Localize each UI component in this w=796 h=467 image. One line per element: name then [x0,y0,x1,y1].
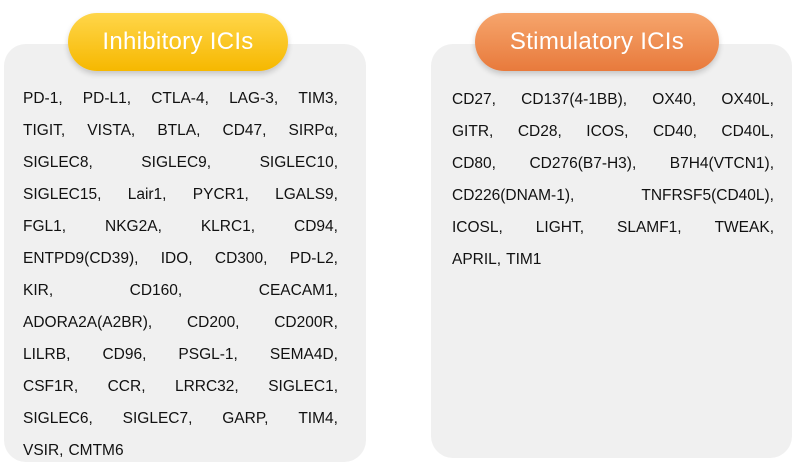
checkpoint-item: GARP, [222,410,269,427]
checkpoint-item: CMTM6 [68,442,124,459]
checkpoint-item: CD94, [294,218,338,235]
checkpoint-item: CD137(4-1BB), [521,91,628,108]
checkpoint-item: CD40L, [721,123,774,140]
checkpoint-item: VSIR, [23,442,64,459]
checkpoint-item: CD96, [102,346,147,363]
checkpoint-item: BTLA, [157,122,201,139]
inhibitory-list: PD-1, PD-L1, CTLA-4, LAG-3, TIM3, TIGIT, VISTA… [23,83,338,467]
checkpoint-item: B7H4(VTCN1), [669,155,774,172]
stimulatory-list: CD27, CD137(4-1BB), OX40, OX40L, GITR, CD28, I… [452,84,774,276]
checkpoint-item: KIR, [23,282,54,299]
list-row: VSIR, CMTM6 [23,435,338,467]
list-row: LILRB, CD96, PSGL-1, SEMA4D, [23,339,338,371]
checkpoint-item: PD-1, [23,90,63,107]
checkpoint-item: CD226(DNAM-1), [452,187,575,204]
list-row: SIGLEC8, SIGLEC9, SIGLEC10, [23,147,338,179]
list-row: APRIL, TIM1 [452,244,774,276]
checkpoint-item: KLRC1, [200,218,256,235]
list-row: FGL1, NKG2A, KLRC1, CD94, [23,211,338,243]
checkpoint-item: TIM1 [506,251,542,268]
checkpoint-item: PD-L2, [289,250,338,267]
list-row: ICOSL, LIGHT, SLAMF1, TWEAK, [452,212,774,244]
list-row: CD80, CD276(B7-H3), B7H4(VTCN1), [452,148,774,180]
stimulatory-panel [431,44,792,458]
inhibitory-title-pill: Inhibitory ICIs [68,13,288,71]
checkpoint-item: CD276(B7-H3), [529,155,637,172]
checkpoint-item: CD200, [186,314,240,331]
checkpoint-item: SIRPα, [288,122,338,139]
checkpoint-item: TWEAK, [714,219,774,236]
list-row: ENTPD9(CD39), IDO, CD300, PD-L2, [23,243,338,275]
checkpoint-item: CD200R, [274,314,338,331]
list-row: ADORA2A(A2BR), CD200, CD200R, [23,307,338,339]
checkpoint-item: PD-L1, [82,90,132,107]
checkpoint-item: CSF1R, [23,378,79,395]
list-row: TIGIT, VISTA, BTLA, CD47, SIRPα, [23,115,338,147]
checkpoint-item: CD160, [129,282,183,299]
stimulatory-title-pill: Stimulatory ICIs [475,13,719,71]
list-row: KIR, CD160, CEACAM1, [23,275,338,307]
checkpoint-item: SIGLEC1, [268,378,338,395]
checkpoint-item: VISTA, [87,122,136,139]
checkpoint-item: CD27, [452,91,496,108]
checkpoint-item: SIGLEC9, [141,154,212,171]
checkpoint-item: APRIL, [452,251,502,268]
checkpoint-item: TIGIT, [23,122,66,139]
checkpoint-item: SIGLEC10, [259,154,338,171]
checkpoint-item: SEMA4D, [269,346,338,363]
checkpoint-item: GITR, [452,123,494,140]
checkpoint-item: LILRB, [23,346,71,363]
checkpoint-item: PSGL-1, [178,346,238,363]
checkpoint-item: LIGHT, [535,219,585,236]
checkpoint-item: LRRC32, [174,378,239,395]
checkpoint-item: CTLA-4, [151,90,209,107]
checkpoint-item: CD80, [452,155,496,172]
checkpoint-item: ADORA2A(A2BR), [23,314,153,331]
list-row: PD-1, PD-L1, CTLA-4, LAG-3, TIM3, [23,83,338,115]
checkpoint-item: SLAMF1, [617,219,682,236]
checkpoint-item: PYCR1, [192,186,249,203]
list-row: GITR, CD28, ICOS, CD40, CD40L, [452,116,774,148]
checkpoint-item: FGL1, [23,218,67,235]
checkpoint-item: CCR, [107,378,146,395]
list-row: CD226(DNAM-1), TNFRSF5(CD40L), [452,180,774,212]
checkpoint-item: ENTPD9(CD39), [23,250,139,267]
checkpoint-item: TIM4, [298,410,338,427]
checkpoint-item: CD47, [222,122,267,139]
checkpoint-item: SIGLEC6, [23,410,93,427]
checkpoint-item: OX40, [652,91,697,108]
checkpoint-item: CD300, [214,250,268,267]
checkpoint-item: CD28, [517,123,562,140]
list-row: CSF1R, CCR, LRRC32, SIGLEC1, [23,371,338,403]
list-row: SIGLEC15, Lair1, PYCR1, LGALS9, [23,179,338,211]
checkpoint-item: ICOSL, [452,219,503,236]
checkpoint-item: SIGLEC7, [122,410,193,427]
checkpoint-item: LAG-3, [229,90,279,107]
list-row: SIGLEC6, SIGLEC7, GARP, TIM4, [23,403,338,435]
checkpoint-item: Lair1, [127,186,167,203]
checkpoint-item: TIM3, [298,90,338,107]
checkpoint-item: LGALS9, [275,186,338,203]
checkpoint-item: SIGLEC8, [23,154,93,171]
checkpoint-item: SIGLEC15, [23,186,102,203]
checkpoint-item: CD40, [652,123,697,140]
checkpoint-item: ICOS, [586,123,629,140]
checkpoint-item: TNFRSF5(CD40L), [641,187,774,204]
checkpoint-item: IDO, [160,250,193,267]
checkpoint-item: OX40L, [721,91,774,108]
list-row: CD27, CD137(4-1BB), OX40, OX40L, [452,84,774,116]
checkpoint-item: CEACAM1, [258,282,338,299]
checkpoint-item: NKG2A, [105,218,162,235]
inhibitory-panel [4,44,366,462]
